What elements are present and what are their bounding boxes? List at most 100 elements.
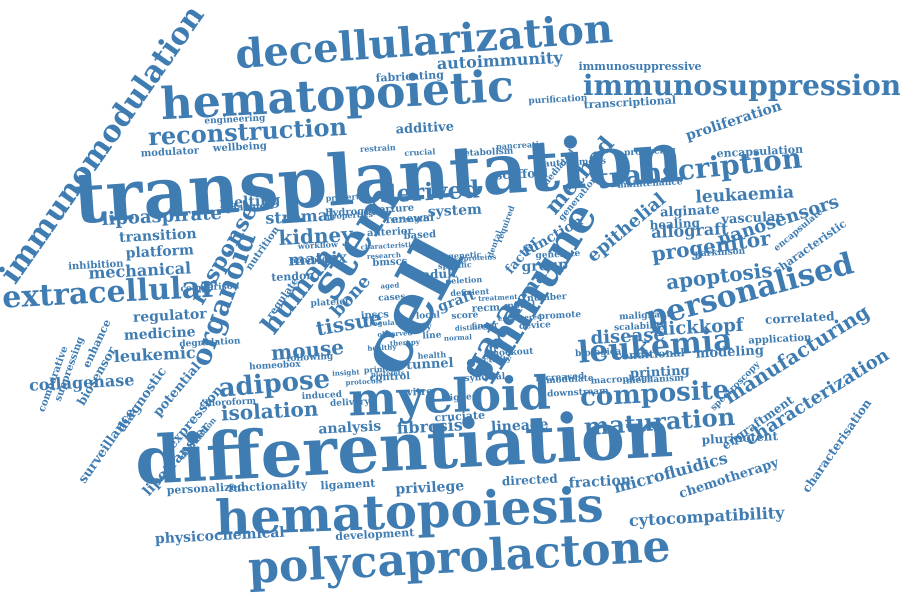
word-pluripotent: pluripotent <box>701 429 778 447</box>
word-delivery: delivery <box>330 397 371 409</box>
word-pancreatic: pancreatic <box>496 139 544 151</box>
word-induced: induced <box>302 390 343 402</box>
word-score: score <box>451 310 479 321</box>
word-tunnel: tunnel <box>406 356 454 373</box>
word-observed: observed <box>377 328 413 339</box>
word-homeobox: homeobox <box>249 360 302 373</box>
word-correlated: correlated <box>765 309 836 327</box>
word-development: development <box>335 526 415 543</box>
word-regulation: regulation <box>369 317 410 328</box>
word-cytocompatibility: cytocompatibility <box>629 503 786 530</box>
word-personalized: personalized <box>166 480 245 497</box>
word-study: study <box>404 322 433 333</box>
word-adult: adult <box>422 266 458 282</box>
word-control: control <box>369 371 410 384</box>
word-mechanism: mechanism <box>626 373 685 386</box>
word-vitro: vitro <box>406 386 434 398</box>
word-therapy: therapy <box>390 337 421 348</box>
word-biological: biological <box>575 347 626 360</box>
word-maintenance: maintenance <box>617 177 683 190</box>
word-proteins: proteins <box>463 252 496 263</box>
word-deficient: deficient <box>450 286 490 298</box>
word-vascular: vascular <box>720 209 783 227</box>
word-ligament: ligament <box>320 477 376 493</box>
word-insight: insight <box>332 367 361 377</box>
word-modeling: modeling <box>695 343 764 362</box>
word-cruciate: cruciate <box>434 409 485 425</box>
word-macrophage: macrophage <box>591 373 654 386</box>
word-generate: generate <box>535 249 580 261</box>
word-fabricating: fabricating <box>375 68 444 85</box>
word-downstream: downstream <box>547 386 610 399</box>
word-platelet: platelet <box>310 297 350 309</box>
word-property: property <box>325 191 364 203</box>
word-hydrogel: hydrogel <box>325 206 375 220</box>
word-alginate: alginate <box>660 202 720 220</box>
word-deletion: deletion <box>445 274 482 286</box>
word-metabolism: metabolism <box>454 146 514 159</box>
word-malignant: malignant <box>619 310 672 323</box>
word-healthy: healthy <box>367 342 397 353</box>
word-scalability: scalability <box>614 321 667 334</box>
word-platelets: platelets <box>371 368 406 379</box>
word-disease: disease <box>590 324 665 349</box>
word-ipscs: ipscs <box>361 309 390 321</box>
word-higher: higher <box>443 392 477 404</box>
word-proliferation: proliferation <box>684 98 784 144</box>
word-distinct: distinct <box>455 322 486 333</box>
word-characteristics: characteristics <box>360 239 419 251</box>
word-increased: increased <box>535 372 585 385</box>
word-regulator: regulator <box>133 306 208 326</box>
word-research: research <box>367 250 402 261</box>
word-engineering: engineering <box>204 113 266 126</box>
word-model: model <box>504 300 536 312</box>
word-line: line <box>422 330 442 341</box>
word-printing: printing <box>630 363 691 381</box>
word-fibrosis: fibrosis <box>396 415 463 437</box>
word-specific: specific <box>438 259 472 271</box>
word-melting: melting <box>219 192 281 211</box>
word-synovial: synovial <box>464 372 506 384</box>
word-hematopoiesis: hematopoiesis <box>215 477 605 547</box>
word-aperture: aperture <box>365 203 414 217</box>
word-following: following <box>286 352 334 364</box>
word-health: health <box>417 349 446 360</box>
word-privilege: privilege <box>395 478 465 498</box>
word-autonomous: autonomous <box>544 156 607 169</box>
word-derived: derived <box>379 174 480 208</box>
word-tendon: tendon <box>271 269 315 284</box>
word-finger: finger <box>471 319 499 330</box>
word-dickkopf: dickkopf <box>655 315 745 341</box>
word-based: based <box>403 229 436 242</box>
word-physicochemical: physicochemical <box>155 525 285 548</box>
word-medicine: medicine <box>124 324 197 344</box>
word-treatment: treatment <box>478 292 519 303</box>
word-aged: aged <box>380 281 399 291</box>
word-isolation: isolation <box>220 396 319 425</box>
word-local: local <box>416 310 441 321</box>
word-number: number <box>527 292 567 304</box>
word-properties: properties <box>326 209 373 221</box>
word-analysis: analysis <box>318 418 382 437</box>
word-functionality: functionality <box>228 478 308 495</box>
word-immunosuppressive: immunosuppressive <box>578 60 701 73</box>
word-application: application <box>748 332 812 346</box>
word-protocols: protocols <box>345 376 382 387</box>
word-fraction: fraction <box>568 472 631 491</box>
word-producing: producing <box>624 146 677 159</box>
word-recm: recm <box>471 302 500 314</box>
word-matrix: matrix <box>288 247 348 269</box>
word-modulate: modulate <box>546 374 594 386</box>
word-restrain: restrain <box>360 142 396 154</box>
word-engineered: engineered <box>498 312 543 323</box>
word-promote: promote <box>538 310 581 322</box>
word-comparison: comparison <box>180 281 240 294</box>
word-normal: normal <box>444 332 473 342</box>
word-group: group <box>521 257 568 275</box>
word-inhibition: inhibition <box>68 259 125 273</box>
word-purification: purification <box>528 93 588 106</box>
word-wellbeing: wellbeing <box>212 141 267 155</box>
word-allograft: allograft <box>651 219 730 242</box>
word-chloroform: chloroform <box>200 397 257 410</box>
